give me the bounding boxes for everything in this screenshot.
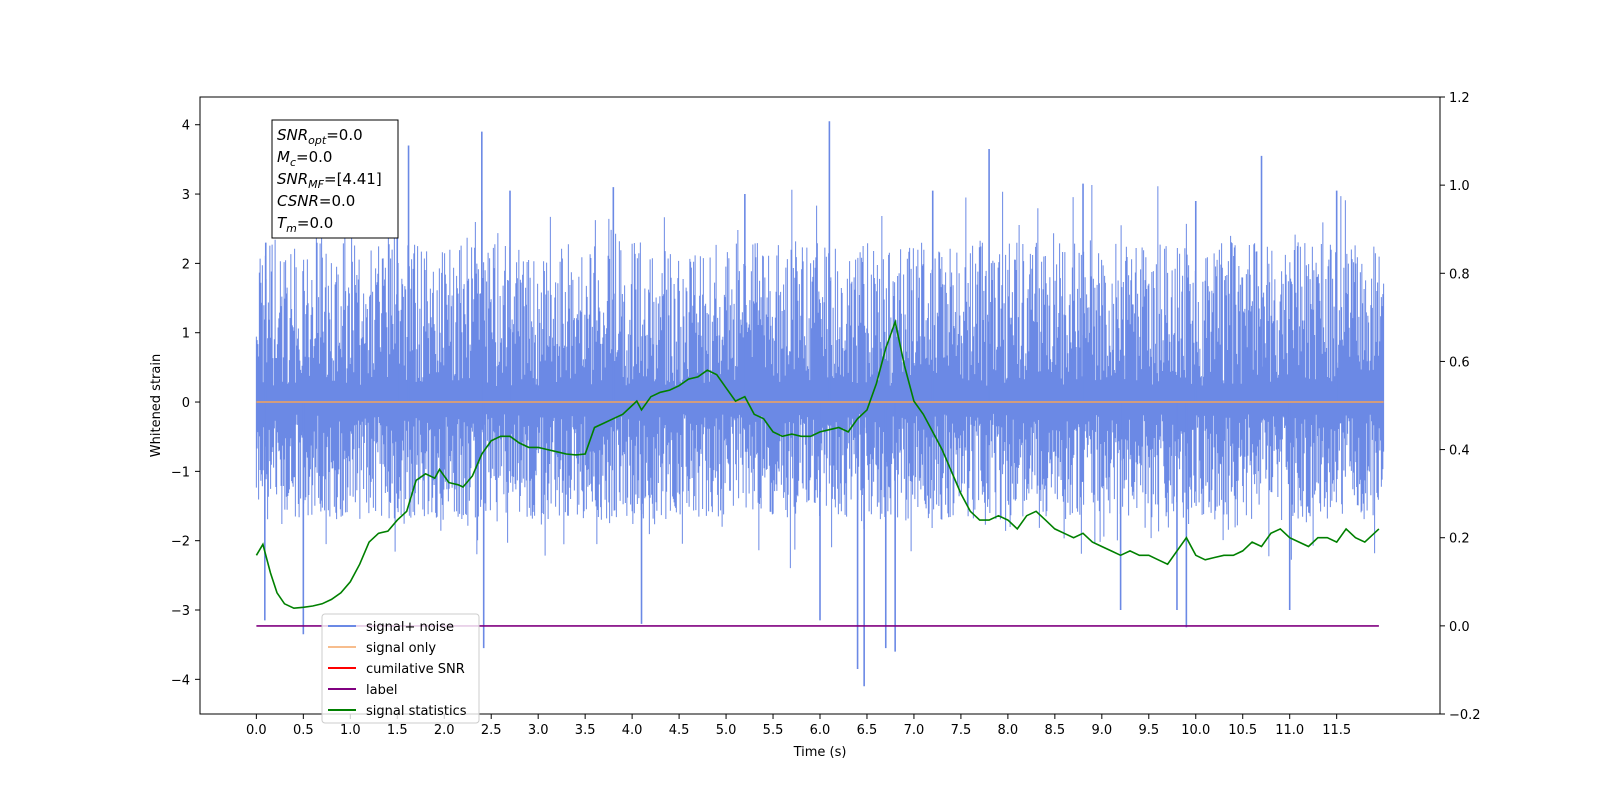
y-tick-label: −2 [171, 535, 190, 550]
x-tick-label: 10.0 [1181, 723, 1210, 738]
y-axis-label: Whitened strain [149, 354, 164, 457]
y2-tick-label: 1.0 [1449, 179, 1470, 194]
legend-frame [321, 613, 480, 724]
annotation-line: Tm=0.0 [277, 214, 333, 235]
series-signal-statistics [255, 318, 1380, 610]
y-tick-label: −1 [171, 465, 190, 480]
y2-tick-label: 0.6 [1449, 355, 1470, 370]
x-tick-label: 0.5 [293, 723, 314, 738]
x-tick-label: 1.5 [387, 723, 408, 738]
x-tick-label: 5.0 [716, 723, 737, 738]
x-tick-label: 0.0 [246, 723, 267, 738]
x-tick-label: 4.0 [622, 723, 643, 738]
signal-noise-series [255, 121, 1385, 687]
x-tick-label: 6.0 [810, 723, 831, 738]
x-tick-label: 1.0 [340, 723, 361, 738]
legend: signal+ noise signal only cumilative SNR la… [321, 613, 480, 724]
y-axis-left: 4 3 2 1 0 −1 −2 −3 −4 [171, 119, 200, 688]
y-axis-right: 1.2 1.0 0.8 0.6 0.4 0.2 0.0 −0.2 [1440, 91, 1481, 723]
x-tick-label: 2.5 [481, 723, 502, 738]
x-tick-label: 10.5 [1228, 723, 1257, 738]
y2-tick-label: 0.0 [1449, 620, 1470, 635]
x-tick-label: 9.5 [1138, 723, 1159, 738]
y-tick-label: 0 [182, 396, 190, 411]
x-tick-label: 6.5 [857, 723, 878, 738]
x-tick-label: 3.5 [575, 723, 596, 738]
x-tick-label: 5.5 [763, 723, 784, 738]
annotation-line: Mc=0.0 [277, 148, 332, 169]
x-tick-label: 11.5 [1322, 723, 1351, 738]
x-tick-label: 2.0 [434, 723, 455, 738]
y-tick-label: −4 [171, 673, 190, 688]
annotation-frame [271, 119, 399, 239]
y2-tick-label: 1.2 [1449, 91, 1470, 106]
x-axis-label: Time (s) [793, 745, 847, 760]
y2-tick-label: 0.4 [1449, 444, 1470, 459]
y2-tick-label: 0.8 [1449, 267, 1470, 282]
x-tick-label: 4.5 [669, 723, 690, 738]
signal-noise-body [255, 185, 1385, 569]
y-tick-label: 3 [182, 188, 190, 203]
x-tick-label: 11.0 [1275, 723, 1304, 738]
y-tick-label: 2 [182, 257, 190, 272]
annotation-line: CSNR=0.0 [277, 192, 355, 210]
legend-entry: signal statistics [366, 704, 467, 719]
y2-tick-label: 0.2 [1449, 532, 1470, 547]
legend-entry: signal only [366, 641, 436, 656]
y-tick-label: 4 [182, 119, 190, 134]
annotation-line: SNRopt=0.0 [277, 126, 363, 147]
x-tick-label: 3.0 [528, 723, 549, 738]
x-axis: 0.0 0.5 1.0 1.5 2.0 2.5 3.0 3.5 4.0 4.5 5.0 5.5 6.0 6… [246, 714, 1351, 738]
legend-entry: signal+ noise [366, 620, 454, 635]
y-tick-label: 1 [182, 327, 190, 342]
legend-entry: cumilative SNR [366, 662, 465, 677]
x-tick-label: 8.5 [1045, 723, 1066, 738]
x-tick-label: 9.0 [1091, 723, 1112, 738]
annotation-line: SNRMF=[4.41] [277, 170, 382, 191]
x-tick-label: 8.0 [998, 723, 1019, 738]
y-tick-label: −3 [171, 604, 190, 619]
x-tick-label: 7.0 [904, 723, 925, 738]
legend-entry: label [366, 683, 397, 698]
y2-tick-label: −0.2 [1449, 708, 1481, 723]
x-tick-label: 7.5 [951, 723, 972, 738]
